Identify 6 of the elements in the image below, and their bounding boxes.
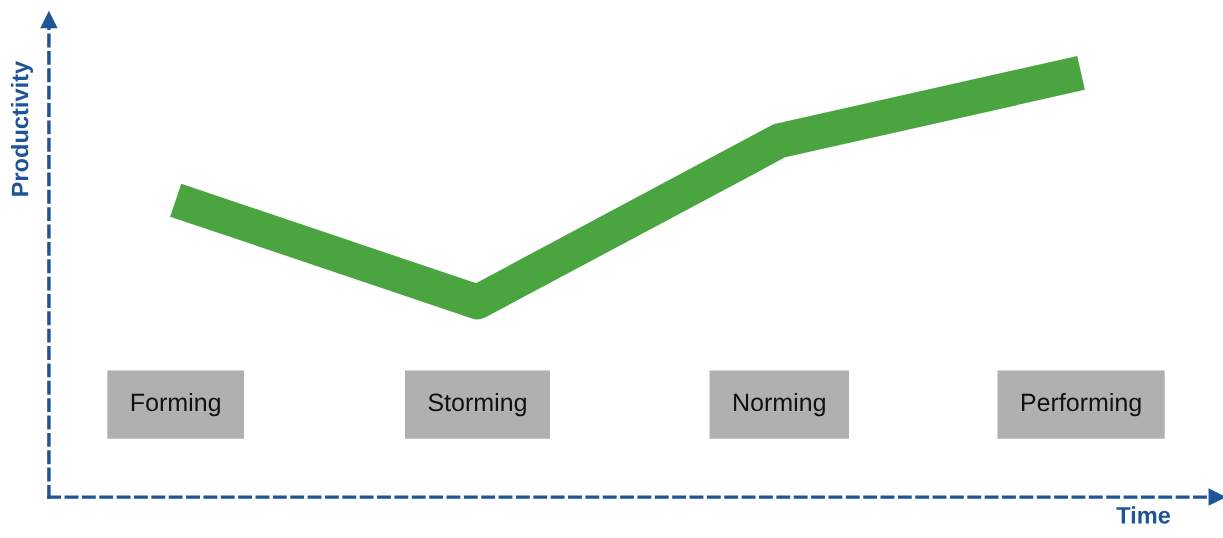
x-tick-label: Norming: [734, 392, 825, 417]
x-tick-label: Forming: [131, 392, 220, 417]
x-tick-label: Performing: [1022, 392, 1141, 417]
y-axis-title: Productivity: [11, 61, 34, 196]
x-axis-title: Time: [1116, 506, 1171, 524]
x-tick-label: Storming: [428, 392, 526, 417]
